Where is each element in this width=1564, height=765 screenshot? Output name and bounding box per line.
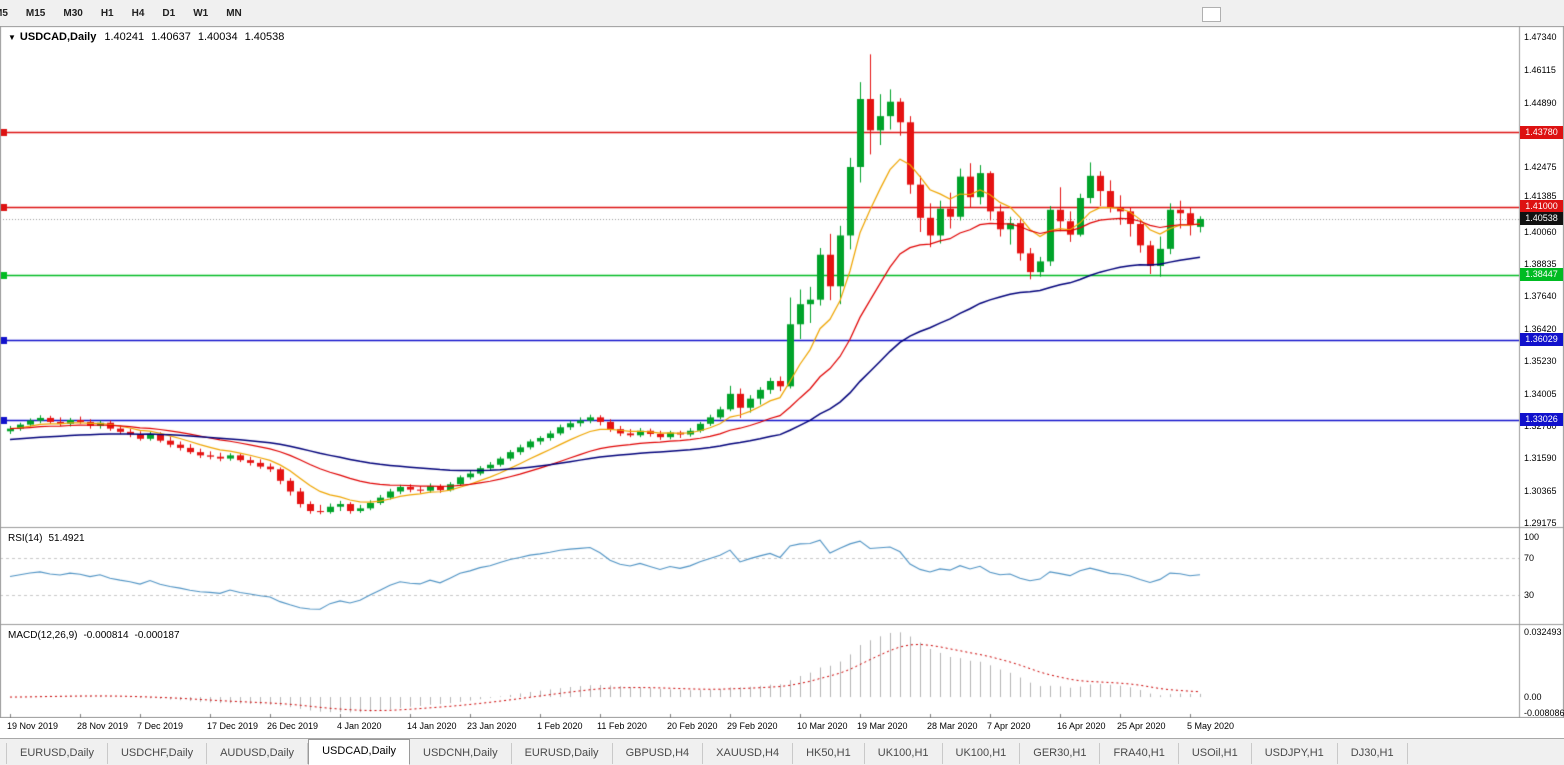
date-axis-label: 17 Dec 2019 — [207, 721, 259, 731]
date-axis-label: 16 Apr 2020 — [1057, 721, 1106, 731]
tab-usoil-h1[interactable]: USOil,H1 — [1178, 743, 1252, 764]
date-axis-label: 10 Mar 2020 — [797, 721, 848, 731]
tab-usdcad-daily[interactable]: USDCAD,Daily — [308, 739, 411, 765]
tab-eurusd-daily[interactable]: EURUSD,Daily — [511, 743, 613, 764]
date-axis-label: 25 Apr 2020 — [1117, 721, 1166, 731]
tab-usdjpy-h1[interactable]: USDJPY,H1 — [1251, 743, 1338, 764]
date-axis-label: 19 Nov 2019 — [7, 721, 59, 731]
tab-gbpusd-h4[interactable]: GBPUSD,H4 — [612, 743, 704, 764]
date-axis-label: 5 May 2020 — [1187, 721, 1235, 731]
tab-ger30-h1[interactable]: GER30,H1 — [1020, 743, 1101, 764]
date-axis-label: 7 Dec 2019 — [137, 721, 184, 731]
date-axis-label: 11 Feb 2020 — [597, 721, 647, 731]
ohlc-low: 1.40034 — [197, 31, 238, 43]
timeframe-mn[interactable]: MN — [226, 7, 242, 19]
rsi-indicator-label: RSI(14) 51.4921 — [8, 533, 85, 544]
tab-uk100-h1[interactable]: UK100,H1 — [864, 743, 943, 764]
date-axis-label: 14 Jan 2020 — [407, 721, 457, 731]
tab-xauusd-h4[interactable]: XAUUSD,H4 — [703, 743, 794, 764]
timeframe-h1[interactable]: H1 — [100, 7, 114, 19]
date-axis-label: 23 Jan 2020 — [467, 721, 517, 731]
macd-main-value: -0.000814 — [83, 630, 129, 641]
toolbar-blank-button[interactable] — [1202, 7, 1221, 22]
timeframe-d1[interactable]: D1 — [162, 7, 176, 19]
tab-fra40-h1[interactable]: FRA40,H1 — [1100, 743, 1179, 764]
date-axis: 19 Nov 2019 28 Nov 2019 7 Dec 2019 17 Dec 2… — [0, 718, 1564, 738]
price-chart-canvas[interactable] — [0, 26, 1564, 718]
timeframe-m5[interactable]: M5 — [0, 7, 8, 19]
tab-usdcnh-daily[interactable]: USDCNH,Daily — [410, 743, 512, 764]
tab-usdchf-daily[interactable]: USDCHF,Daily — [107, 743, 208, 764]
ohlc-open: 1.40241 — [104, 31, 145, 43]
tab-uk100-h1[interactable]: UK100,H1 — [942, 743, 1021, 764]
chart-title: ▼ USDCAD,Daily 1.40241 1.40637 1.40034 1.4053… — [8, 31, 291, 43]
date-axis-label: 29 Feb 2020 — [727, 721, 778, 731]
tab-audusd-daily[interactable]: AUDUSD,Daily — [207, 743, 309, 764]
tab-eurusd-daily[interactable]: EURUSD,Daily — [6, 743, 108, 764]
collapse-triangle-icon[interactable]: ▼ — [8, 33, 16, 42]
timeframe-m15[interactable]: M15 — [25, 7, 46, 19]
tab-hk50-h1[interactable]: HK50,H1 — [793, 743, 865, 764]
rsi-name: RSI(14) — [8, 533, 43, 544]
date-axis-label: 28 Nov 2019 — [77, 721, 129, 731]
timeframe-h4[interactable]: H4 — [131, 7, 145, 19]
date-axis-label: 20 Feb 2020 — [667, 721, 718, 731]
date-axis-label: 1 Feb 2020 — [537, 721, 583, 731]
date-axis-label: 4 Jan 2020 — [337, 721, 382, 731]
macd-signal-value: -0.000187 — [134, 630, 180, 641]
date-axis-label: 7 Apr 2020 — [987, 721, 1031, 731]
timeframe-m30[interactable]: M30 — [63, 7, 83, 19]
macd-name: MACD(12,26,9) — [8, 630, 78, 641]
date-axis-label: 19 Mar 2020 — [857, 721, 908, 731]
date-axis-label: 26 Dec 2019 — [267, 721, 319, 731]
timeframe-toolbar: M5 M15 M30 H1 H4 D1 W1 MN — [0, 0, 1564, 27]
timeframe-w1[interactable]: W1 — [193, 7, 209, 19]
tab-dj30-h1[interactable]: DJ30,H1 — [1337, 743, 1408, 764]
chart-window: ▼ USDCAD,Daily 1.40241 1.40637 1.40034 1.4053… — [0, 26, 1564, 738]
ohlc-high: 1.40637 — [151, 31, 191, 43]
ohlc-close: 1.40538 — [244, 31, 285, 43]
chart-tabs-bar: EURUSD,Daily USDCHF,Daily AUDUSD,Daily USDC… — [0, 738, 1564, 765]
rsi-value: 51.4921 — [48, 533, 85, 544]
macd-indicator-label: MACD(12,26,9) -0.000814 -0.000187 — [8, 630, 180, 641]
chart-symbol-period: USDCAD,Daily — [19, 31, 97, 43]
date-axis-label: 28 Mar 2020 — [927, 721, 978, 731]
